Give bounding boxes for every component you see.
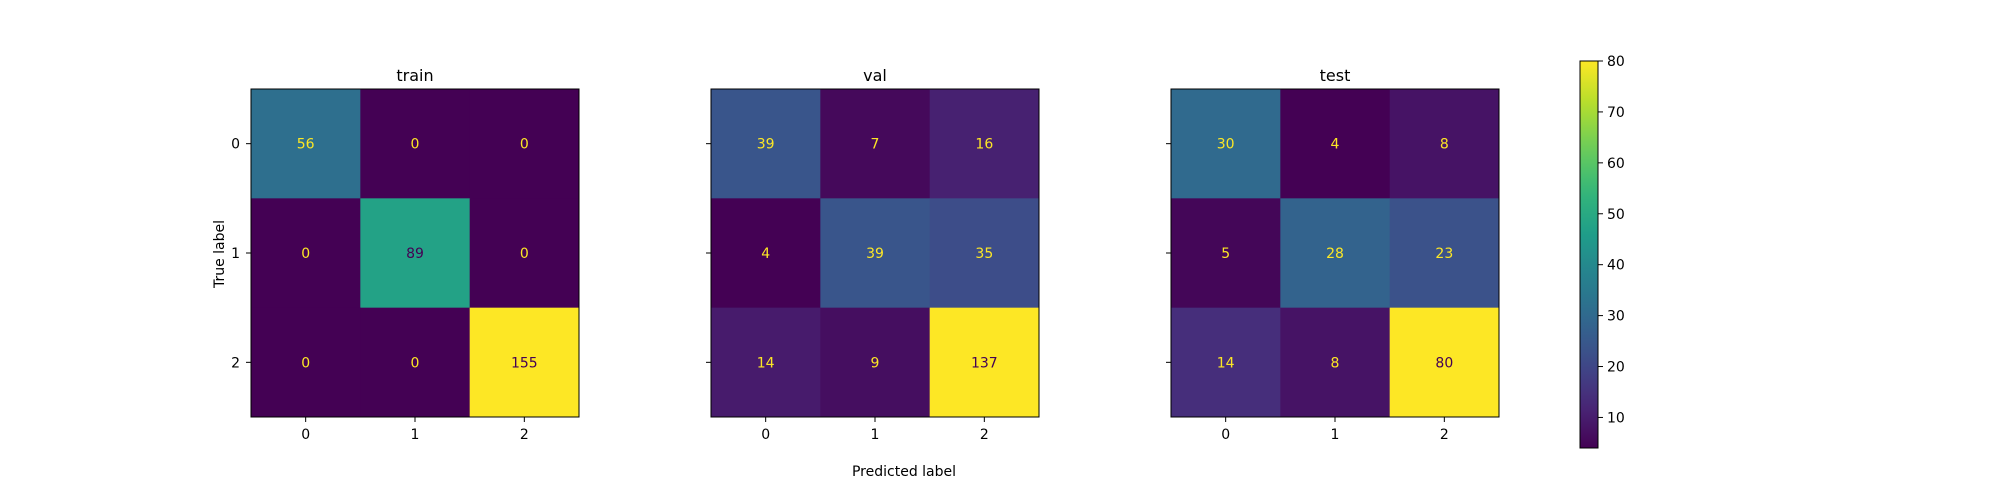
heatmap-cell [820,89,931,199]
y-tick-label: 1 [231,246,240,262]
cell-value-label: 28 [1326,246,1344,262]
x-tick-label: 0 [301,427,310,443]
cell-value-label: 0 [411,137,420,153]
y-tick-label: 0 [231,137,240,153]
colorbar-tick-label: 70 [1607,105,1625,121]
x-tick-label: 2 [520,427,529,443]
heatmap-cell [929,307,1040,418]
panel-title: train [396,66,433,85]
confusion-matrix-train: train 56 0 0 0 89 0 0 0 155 0 1 2 0 1 2 [231,66,580,443]
cell-value-label: 16 [975,137,993,153]
heatmap-cell [360,89,471,199]
y-tick-label: 2 [231,355,240,371]
cell-value-label: 39 [866,246,884,262]
heatmap-cell [1171,89,1281,199]
cell-value-label: 4 [761,246,770,262]
heatmap-cell [469,198,580,309]
cell-value-label: 80 [1435,355,1453,371]
heatmap-cell [1171,198,1281,309]
x-tick-label: 2 [980,427,989,443]
heatmap-cell [711,307,821,418]
colorbar-tick-label: 10 [1607,410,1625,426]
cell-value-label: 56 [297,137,315,153]
heatmap-cell [1389,89,1500,199]
cell-value-label: 0 [520,137,529,153]
cell-value-label: 89 [406,246,424,262]
colorbar-tick-label: 20 [1607,360,1625,376]
colorbar: 10 20 30 40 50 60 70 80 [1579,54,1625,449]
heatmap-cell [360,307,471,418]
cell-value-label: 39 [757,137,775,153]
x-tick-label: 1 [871,427,880,443]
cell-value-label: 5 [1221,246,1230,262]
cell-value-label: 7 [871,137,880,153]
cell-value-label: 0 [520,246,529,262]
cell-value-label: 9 [871,355,880,371]
cell-value-label: 0 [301,246,310,262]
x-tick-label: 2 [1440,427,1449,443]
colorbar-tick-label: 30 [1607,309,1625,325]
colorbar-tick-label: 80 [1607,54,1625,70]
confusion-matrix-test: test 30 4 8 5 28 23 14 8 80 0 1 2 [1166,66,1500,443]
heatmap-cell [820,307,931,418]
heatmap-cell [1280,198,1391,309]
cell-value-label: 0 [301,355,310,371]
heatmap-cell [469,89,580,199]
heatmap-cell [711,198,821,309]
cell-value-label: 30 [1217,137,1235,153]
heatmap-cell [929,89,1040,199]
cell-value-label: 155 [511,355,538,371]
heatmap-cell [820,198,931,309]
heatmap-cell [711,89,821,199]
heatmap-cell [251,198,361,309]
x-tick-label: 0 [761,427,770,443]
cell-value-label: 0 [411,355,420,371]
cell-value-label: 137 [971,355,998,371]
confusion-matrix-val: val 39 7 16 4 39 35 14 9 137 0 1 2 [706,66,1040,443]
cell-value-label: 8 [1331,355,1340,371]
cell-value-label: 23 [1435,246,1453,262]
heatmap-cell [1389,198,1500,309]
panel-title: val [863,66,887,85]
heatmap-cell [1171,307,1281,418]
cell-value-label: 14 [1217,355,1235,371]
heatmap-cell [251,89,361,199]
heatmap-cell [1280,307,1391,418]
figure-ylabel: True label [212,220,228,289]
heatmap-cell [1389,307,1500,418]
colorbar-tick-label: 60 [1607,156,1625,172]
x-tick-label: 1 [1331,427,1340,443]
heatmap-cell [251,307,361,418]
cell-value-label: 14 [757,355,775,371]
heatmap-cell [1280,89,1391,199]
colorbar-tick-label: 50 [1607,207,1625,223]
cell-value-label: 8 [1440,137,1449,153]
panel-title: test [1320,66,1351,85]
colorbar-tick-label: 40 [1607,258,1625,274]
colorbar-gradient [1579,60,1599,449]
x-tick-label: 1 [411,427,420,443]
cell-value-label: 4 [1331,137,1340,153]
x-tick-label: 0 [1221,427,1230,443]
cell-value-label: 35 [975,246,993,262]
heatmap-cell [929,198,1040,309]
heatmap-cell [469,307,580,418]
figure-xlabel: Predicted label [852,464,956,480]
heatmap-cell [360,198,471,309]
